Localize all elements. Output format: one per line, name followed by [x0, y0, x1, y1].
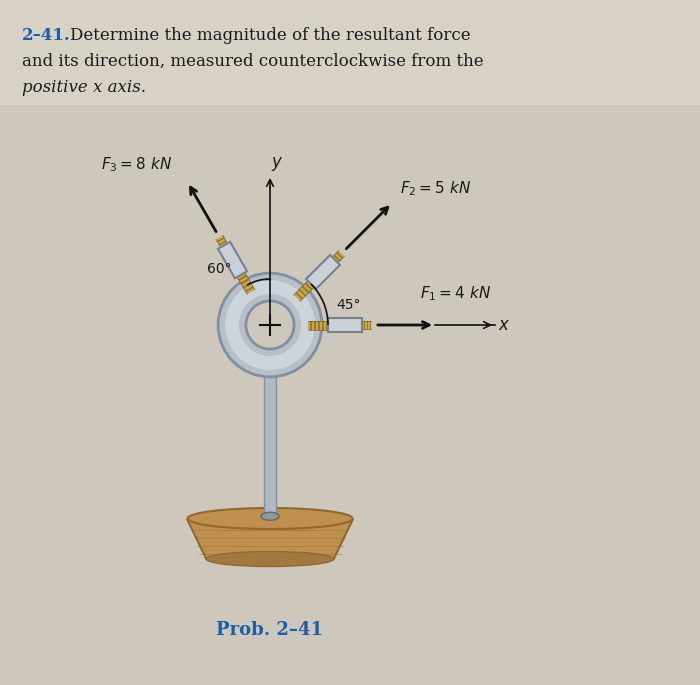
Text: positive x axis.: positive x axis.: [22, 79, 146, 96]
Polygon shape: [216, 236, 224, 241]
Polygon shape: [304, 282, 313, 290]
Text: $F_1 = 4$ kN: $F_1 = 4$ kN: [420, 284, 491, 303]
Polygon shape: [362, 321, 363, 329]
Polygon shape: [306, 255, 340, 289]
Polygon shape: [238, 275, 247, 281]
Polygon shape: [246, 288, 255, 295]
Polygon shape: [318, 321, 320, 329]
Text: y: y: [271, 153, 281, 171]
Polygon shape: [336, 252, 343, 259]
Text: 2–41.: 2–41.: [22, 27, 71, 44]
Polygon shape: [245, 286, 254, 292]
Polygon shape: [312, 321, 314, 329]
Polygon shape: [218, 242, 247, 278]
Text: Determine the magnitude of the resultant force: Determine the magnitude of the resultant…: [70, 27, 470, 44]
Polygon shape: [370, 321, 371, 329]
Text: 60°: 60°: [207, 262, 232, 276]
Polygon shape: [298, 288, 307, 297]
Polygon shape: [368, 321, 370, 329]
Polygon shape: [320, 321, 322, 329]
Polygon shape: [314, 321, 316, 329]
Polygon shape: [237, 273, 246, 279]
Text: $F_3 = 8$ kN: $F_3 = 8$ kN: [102, 155, 172, 174]
Polygon shape: [218, 240, 227, 246]
Polygon shape: [294, 293, 302, 301]
Polygon shape: [0, 0, 700, 105]
Polygon shape: [244, 284, 253, 290]
Polygon shape: [328, 318, 362, 332]
Text: and its direction, measured counterclockwise from the: and its direction, measured counterclock…: [22, 53, 484, 70]
Polygon shape: [243, 282, 251, 288]
Ellipse shape: [261, 512, 279, 520]
Polygon shape: [337, 251, 344, 258]
Polygon shape: [295, 292, 303, 300]
Polygon shape: [367, 321, 368, 329]
Polygon shape: [316, 321, 318, 329]
Polygon shape: [326, 321, 328, 329]
Text: x: x: [498, 316, 509, 334]
Polygon shape: [333, 255, 340, 262]
Polygon shape: [363, 321, 365, 329]
Polygon shape: [264, 362, 276, 516]
Polygon shape: [218, 238, 225, 244]
Text: 45°: 45°: [336, 298, 360, 312]
Polygon shape: [332, 256, 340, 263]
Polygon shape: [310, 321, 312, 329]
Polygon shape: [308, 321, 310, 329]
Text: Prob. 2–41: Prob. 2–41: [216, 621, 323, 639]
Ellipse shape: [206, 551, 334, 566]
Polygon shape: [335, 253, 342, 260]
Polygon shape: [324, 321, 326, 329]
Polygon shape: [303, 284, 311, 292]
Polygon shape: [307, 281, 314, 289]
Polygon shape: [188, 520, 353, 559]
Polygon shape: [302, 286, 309, 293]
Text: $F_2 = 5$ kN: $F_2 = 5$ kN: [400, 179, 471, 198]
Polygon shape: [322, 321, 324, 329]
Polygon shape: [240, 278, 249, 285]
Polygon shape: [297, 290, 304, 298]
Polygon shape: [220, 242, 228, 247]
Polygon shape: [365, 321, 367, 329]
Polygon shape: [300, 287, 308, 295]
Ellipse shape: [188, 508, 353, 529]
Polygon shape: [241, 280, 251, 286]
Polygon shape: [217, 237, 225, 242]
Polygon shape: [239, 276, 248, 283]
